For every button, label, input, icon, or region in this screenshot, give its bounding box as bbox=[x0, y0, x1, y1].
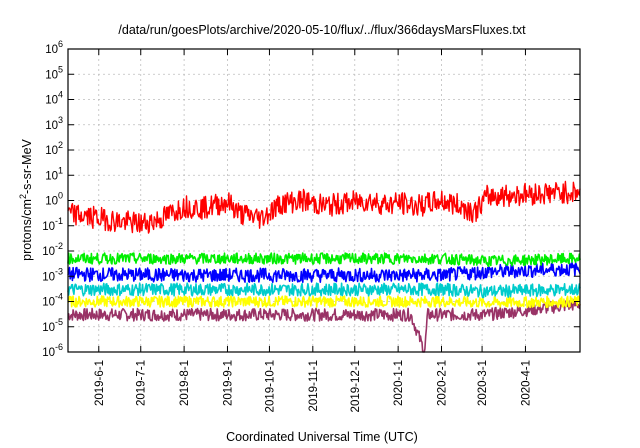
x-tick-label: 2019-12-1 bbox=[350, 360, 362, 412]
y-tick-label: 10-5 bbox=[42, 317, 63, 334]
y-tick-label: 106 bbox=[45, 39, 63, 56]
x-tick-label: 2019-6-1 bbox=[94, 360, 106, 406]
x-axis-title: Coordinated Universal Time (UTC) bbox=[226, 430, 418, 444]
y-tick-label: 101 bbox=[45, 165, 63, 182]
x-tick-label: 2020-4-1 bbox=[520, 360, 532, 406]
series-line bbox=[67, 261, 581, 283]
y-tick-label: 10-4 bbox=[42, 292, 63, 309]
x-tick-labels: 2019-6-1 2019-7-1 2019-8-1 2019-9-1 2019-10-… bbox=[94, 360, 533, 412]
series-line bbox=[67, 252, 581, 268]
x-tick-label: 2020-1-1 bbox=[393, 360, 405, 406]
y-tick-label: 10-6 bbox=[42, 342, 63, 359]
series-line bbox=[67, 295, 581, 309]
x-tick-label: 2020-3-1 bbox=[477, 360, 489, 406]
series-group bbox=[67, 180, 581, 353]
y-tick-label: 10-3 bbox=[42, 266, 63, 283]
y-tick-label: 104 bbox=[45, 90, 63, 107]
chart-title: /data/run/goesPlots/archive/2020-05-10/f… bbox=[118, 23, 526, 37]
axis-ticks bbox=[68, 48, 580, 353]
series-line bbox=[67, 298, 581, 353]
y-tick-label: 102 bbox=[45, 140, 63, 157]
y-tick-labels: 10-6 10-5 10-4 10-3 10-2 10-1 100 101 102 103 104 1… bbox=[42, 39, 63, 359]
x-tick-label: 2019-7-1 bbox=[136, 360, 148, 406]
x-tick-label: 2019-8-1 bbox=[179, 360, 191, 406]
series-line bbox=[67, 180, 581, 234]
series-line bbox=[67, 282, 581, 299]
y-tick-label: 100 bbox=[45, 191, 63, 208]
x-tick-label: 2020-2-1 bbox=[437, 360, 449, 406]
y-tick-label: 105 bbox=[45, 64, 63, 81]
x-tick-label: 2019-11-1 bbox=[308, 360, 320, 412]
y-tick-label: 103 bbox=[45, 115, 63, 132]
y-tick-label: 10-1 bbox=[42, 216, 63, 233]
y-axis-title: protons/cm2-s-sr-MeV bbox=[18, 138, 34, 260]
x-tick-label: 2019-10-1 bbox=[264, 360, 276, 412]
y-tick-label: 10-2 bbox=[42, 241, 63, 258]
x-tick-label: 2019-9-1 bbox=[222, 360, 234, 406]
